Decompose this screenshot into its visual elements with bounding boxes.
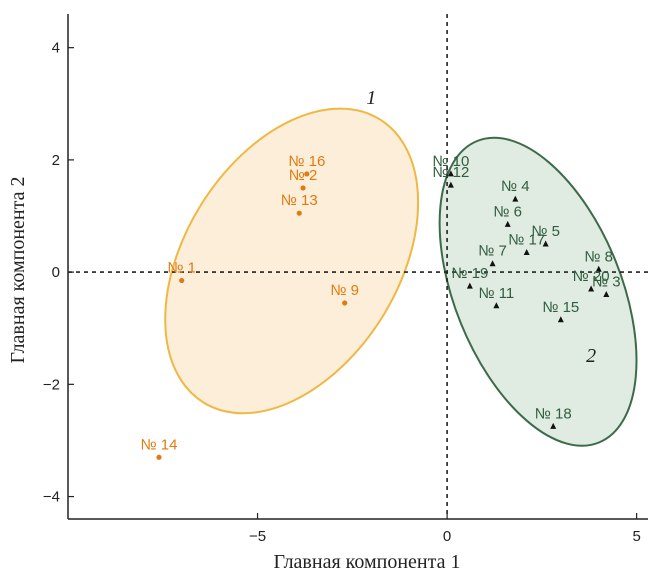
data-point	[512, 195, 519, 202]
y-tick-label: 2	[52, 152, 60, 169]
x-tick-label: 0	[443, 528, 451, 545]
data-point	[504, 220, 511, 227]
data-point	[156, 454, 162, 460]
point-label: № 17	[508, 231, 545, 248]
point-label: № 20	[573, 268, 610, 285]
cluster-number-label: 2	[586, 345, 596, 367]
data-point	[300, 185, 306, 191]
point-label: № 3	[592, 274, 621, 291]
x-tick-label: −5	[249, 528, 266, 545]
point-label: № 13	[281, 192, 318, 209]
cluster-ellipses	[164, 107, 638, 447]
data-point	[179, 277, 185, 284]
point-label: № 10	[432, 153, 469, 170]
cluster-number-label: 1	[366, 87, 376, 109]
point-label: № 5	[531, 223, 560, 240]
data-point	[550, 422, 557, 429]
point-label: № 8	[584, 248, 613, 265]
data-point	[523, 248, 530, 255]
cluster-labels: 12	[366, 87, 596, 367]
point-label: № 7	[478, 243, 507, 260]
point-label: № 6	[493, 203, 522, 220]
data-point	[588, 285, 595, 292]
data-point	[296, 210, 302, 216]
data-point	[304, 171, 310, 177]
y-axis-title: Главная компонента 2	[7, 177, 29, 364]
data-point	[493, 302, 500, 309]
point-label: № 2	[289, 167, 318, 184]
data-point	[447, 181, 454, 188]
data-point	[342, 300, 348, 306]
zero-reference-lines	[68, 14, 648, 519]
x-axis-title: Главная компонента 1	[274, 551, 461, 573]
point-label: № 4	[501, 178, 530, 195]
data-point	[489, 260, 496, 267]
point-label: № 12	[432, 164, 469, 181]
x-tick-label: 5	[632, 528, 640, 545]
point-label: № 19	[451, 265, 488, 282]
point-label: № 1	[167, 260, 196, 277]
point-label: № 14	[141, 436, 178, 453]
point-label: № 11	[478, 285, 514, 302]
y-tick-label: 0	[52, 264, 60, 281]
y-tick-label: −2	[43, 376, 60, 393]
y-tick-label: −4	[43, 489, 60, 506]
y-tick-label: 4	[52, 40, 60, 57]
cluster-ellipse-1	[164, 107, 420, 415]
data-point	[557, 316, 564, 323]
axes: −5 0 5 −4 −2 0 2 4	[43, 14, 648, 545]
cluster-ellipse-2	[438, 136, 638, 447]
data-point	[447, 170, 454, 177]
point-label: № 16	[288, 153, 325, 170]
data-point	[603, 291, 610, 298]
point-label: № 9	[330, 282, 359, 299]
data-point	[595, 265, 602, 272]
point-label: № 18	[535, 405, 572, 422]
data-point	[466, 282, 473, 289]
point-label: № 15	[542, 299, 579, 316]
data-points	[156, 170, 610, 460]
data-point	[542, 240, 549, 247]
